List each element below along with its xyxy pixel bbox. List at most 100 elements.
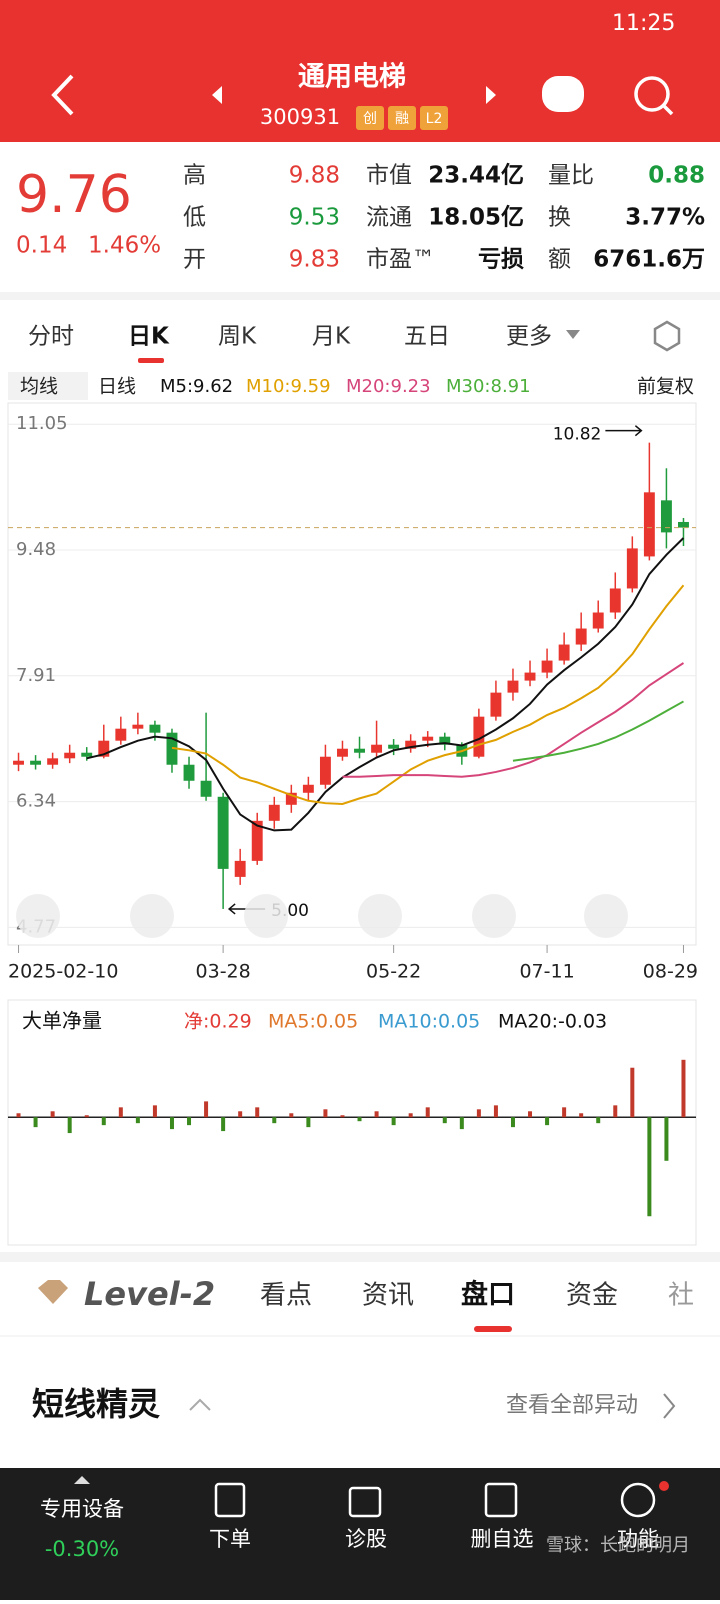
candle-body [660,500,672,533]
net-bar [340,1115,345,1118]
candle-body [268,804,280,821]
net-bar [152,1105,157,1118]
stat-value: 9.83 [289,247,340,273]
nav-item[interactable]: 删自选 [471,1527,534,1551]
candle-body [405,740,417,749]
max-annotation: 10.82 [553,425,602,445]
x-tick-label: 03-28 [196,961,251,983]
collapse-icon[interactable] [189,1398,211,1411]
net-bar [357,1117,362,1122]
prev-stock[interactable] [212,86,222,104]
nav-item[interactable]: 功能 [617,1527,659,1551]
y-tick-label: 9.48 [16,539,56,560]
nav-item[interactable]: 下单 [209,1527,251,1551]
net-bar [118,1107,123,1118]
chart-control[interactable] [130,894,174,938]
candle-body [524,672,536,681]
net-bar [135,1117,140,1124]
candle-body [285,792,297,805]
stat-value: 亏损 [478,247,524,273]
chart-control[interactable] [472,894,516,938]
net-bar [204,1101,209,1118]
bottom-tab[interactable]: 社 [668,1281,694,1311]
candle-body [98,740,110,757]
net-bar [647,1117,652,1217]
net-bar [681,1059,686,1118]
chart-control[interactable] [584,894,628,938]
subchart-legend: MA5:0.05 [268,1011,358,1033]
tab[interactable]: 五日 [404,324,450,350]
net-bar [664,1117,669,1161]
divider [0,1252,720,1262]
candle-body [115,728,127,741]
badge [356,106,384,130]
ma-select[interactable] [8,372,88,400]
badge-label: 创 [363,111,377,127]
badge-label: L2 [426,111,443,127]
net-bar [306,1117,311,1128]
tab[interactable]: 日K [128,324,170,350]
change-percent: 1.46% [88,233,161,259]
assistant-icon[interactable] [542,76,584,112]
stat-label: 高 [183,163,206,189]
stat-label: 市盈™ [366,247,435,273]
net-bar [493,1105,498,1118]
search-icon[interactable] [634,76,670,112]
candle-body [507,680,519,693]
candle-body [64,752,76,759]
net-bar [272,1117,277,1124]
legend-entry: M20:9.23 [346,376,431,397]
bottom-tab[interactable]: 资讯 [362,1281,414,1311]
nav-icon [214,1482,246,1518]
candle-body [337,748,348,757]
subchart-legend: MA20:-0.03 [498,1011,607,1033]
stat-label: 量比 [548,163,594,189]
chevron [663,1393,676,1419]
candle-body [354,748,365,753]
nav-arrow [74,1476,90,1484]
section-link[interactable]: 查看全部异动 [506,1393,638,1418]
adjust-label[interactable]: 前复权 [637,376,694,398]
next-stock[interactable] [486,86,496,104]
bottom-tab[interactable]: 盘口 [461,1279,515,1311]
chart-control[interactable] [358,894,402,938]
back-button[interactable] [51,74,74,116]
settings-icon[interactable] [653,320,681,352]
y-tick-label: 11.05 [16,413,68,434]
tab[interactable]: 更多 [506,324,552,350]
legend-entry: M5:9.62 [160,376,233,397]
net-bar [630,1067,635,1118]
watermark: 雪球：长跑的明月 [546,1535,690,1556]
net-bar [408,1113,413,1118]
nav-item[interactable]: 诊股 [345,1527,387,1551]
subchart-title: 大单净量 [22,1009,102,1033]
net-bar [545,1117,550,1126]
chart-control[interactable] [16,894,60,938]
candle-body [234,860,246,877]
tab[interactable]: 月K [312,324,351,350]
stat-label: 流通 [366,205,412,231]
candle-body [30,760,42,765]
candle-body [541,660,553,673]
net-bar [169,1117,174,1130]
tab[interactable]: 分时 [28,324,74,350]
change: 0.14 [16,233,67,259]
net-bar [16,1113,21,1118]
ma-select-label: 均线 [20,376,58,398]
chart-frame [7,402,697,946]
stat-value: 6761.6万 [593,247,705,273]
chart-control[interactable] [244,894,288,938]
ma-line [171,584,685,805]
stat-label: 换 [548,205,571,231]
legend-entry: M10:9.59 [246,376,331,397]
bottom-tab[interactable]: 资金 [566,1281,618,1311]
nav-sector[interactable]: 专用设备 [40,1497,124,1521]
nav-icon [348,1486,382,1518]
net-bar [613,1105,618,1118]
subchart-legend: MA10:0.05 [378,1011,480,1033]
search-icon [662,104,674,116]
tab[interactable]: 周K [218,324,257,350]
tab-indicator [138,358,164,363]
level2-logo[interactable]: Level-2 [84,1275,215,1313]
bottom-tab[interactable]: 看点 [260,1281,312,1311]
